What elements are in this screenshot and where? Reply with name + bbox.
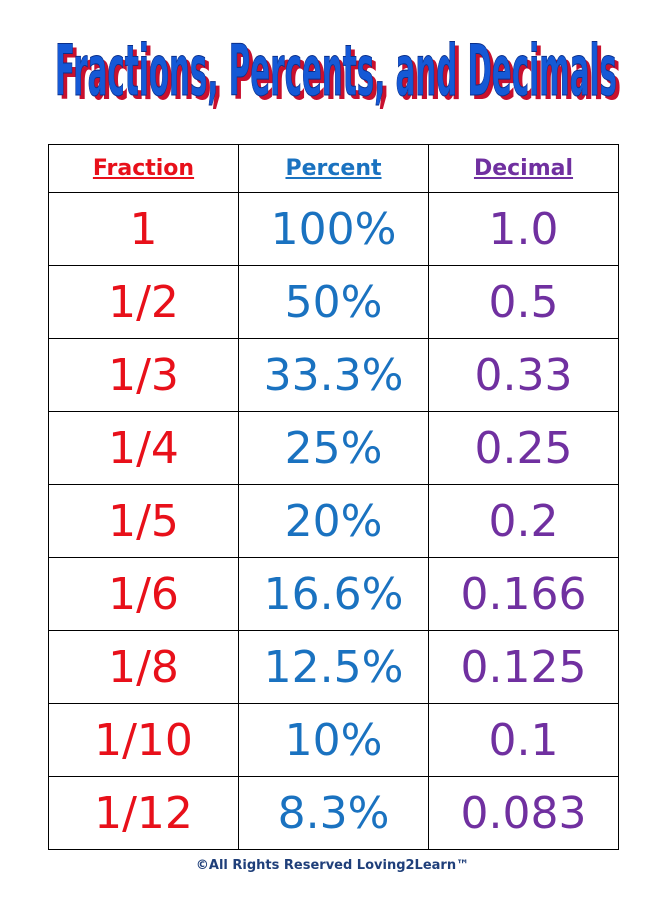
table-cell: 1/3	[48, 338, 239, 412]
table-body: 1 100% 1.0 1/2 50% 0.5 1/3 33.3% 0.33 1/4 25% 0.25 1…	[48, 192, 619, 850]
table-cell: 1/4	[48, 411, 239, 485]
header-cell: Fraction	[48, 144, 239, 193]
table-row: 1/10 10% 0.1	[48, 703, 619, 777]
table-cell: 25%	[238, 411, 429, 485]
table-cell: 16.6%	[238, 557, 429, 631]
table-cell: 0.33	[428, 338, 619, 412]
table-row: 1/4 25% 0.25	[48, 411, 619, 485]
table-row: 1/3 33.3% 0.33	[48, 338, 619, 412]
table-cell: 50%	[238, 265, 429, 339]
table-cell: 33.3%	[238, 338, 429, 412]
table-row: 1 100% 1.0	[48, 192, 619, 266]
table-row: 1/8 12.5% 0.125	[48, 630, 619, 704]
table-cell: 1/8	[48, 630, 239, 704]
table-cell: 1.0	[428, 192, 619, 266]
table-cell: 12.5%	[238, 630, 429, 704]
table-cell: 1	[48, 192, 239, 266]
header-cell: Percent	[238, 144, 429, 193]
title-shadow: Fractions, Percents, and Decimals	[59, 34, 621, 116]
table-cell: 1/12	[48, 776, 239, 850]
title: Fractions, Percents, and Decimals	[55, 30, 617, 112]
table-row: 1/2 50% 0.5	[48, 265, 619, 339]
table-cell: 0.2	[428, 484, 619, 558]
table-cell: 1/5	[48, 484, 239, 558]
table-row: 1/12 8.3% 0.083	[48, 776, 619, 850]
table-cell: 1/2	[48, 265, 239, 339]
table-cell: 1/6	[48, 557, 239, 631]
table-cell: 0.25	[428, 411, 619, 485]
table-cell: 0.5	[428, 265, 619, 339]
title-banner: Fractions, Percents, and Decimals Fracti…	[55, 30, 622, 117]
table-cell: 0.083	[428, 776, 619, 850]
table-row: 1/5 20% 0.2	[48, 484, 619, 558]
table-cell: 20%	[238, 484, 429, 558]
table-cell: 0.125	[428, 630, 619, 704]
table-row: 1/6 16.6% 0.166	[48, 557, 619, 631]
table-cell: 10%	[238, 703, 429, 777]
table-cell: 100%	[238, 192, 429, 266]
conversion-table: Fraction Percent Decimal 1 100% 1.0 1/2 50% 0.5…	[48, 144, 619, 850]
table-cell: 1/10	[48, 703, 239, 777]
table-cell: 8.3%	[238, 776, 429, 850]
header-cell: Decimal	[428, 144, 619, 193]
footer: ©All Rights Reserved Loving2Learn™	[195, 858, 470, 873]
table-cell: 0.1	[428, 703, 619, 777]
header-row: Fraction Percent Decimal	[48, 144, 619, 193]
table-cell: 0.166	[428, 557, 619, 631]
